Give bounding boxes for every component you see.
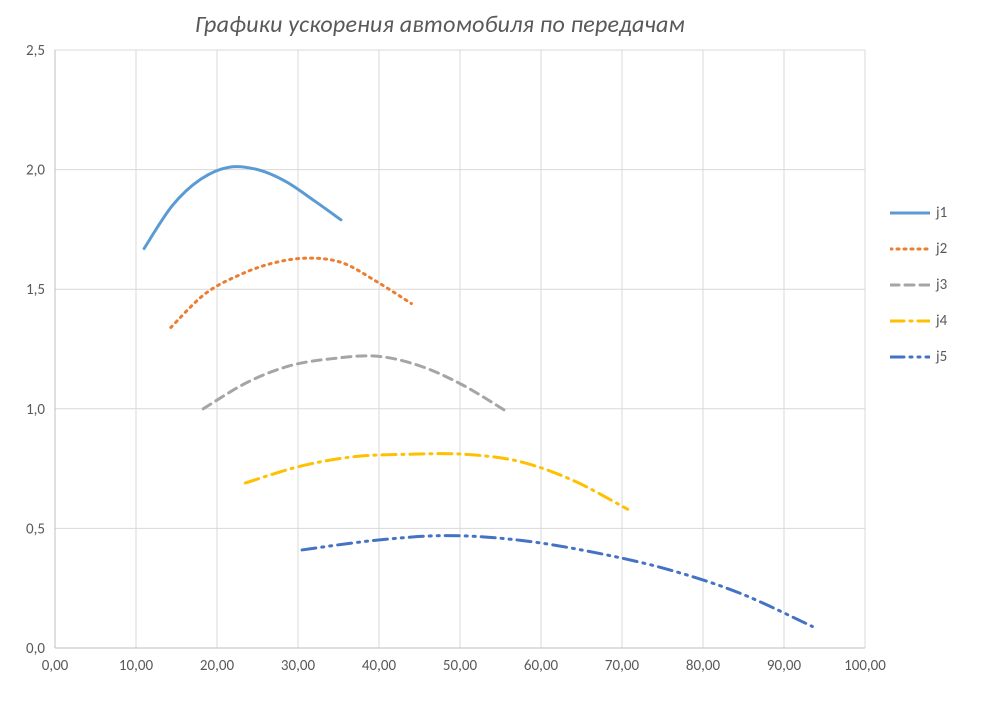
legend-swatch-j4 bbox=[890, 311, 930, 331]
legend-label: j5 bbox=[936, 348, 947, 366]
x-tick-label: 10,00 bbox=[119, 657, 154, 675]
legend-swatch-j3 bbox=[890, 275, 930, 295]
legend-swatch-j2 bbox=[890, 239, 930, 259]
y-tick-label: 1,0 bbox=[26, 401, 45, 419]
x-tick-label: 30,00 bbox=[281, 657, 316, 675]
y-tick-label: 0,0 bbox=[26, 640, 45, 658]
x-tick-label: 0,00 bbox=[42, 657, 69, 675]
x-tick-label: 80,00 bbox=[686, 657, 721, 675]
legend-item-j2: j2 bbox=[890, 231, 947, 267]
legend-item-j5: j5 bbox=[890, 339, 947, 375]
x-tick-label: 20,00 bbox=[200, 657, 235, 675]
legend-swatch-j5 bbox=[890, 347, 930, 367]
x-tick-label: 90,00 bbox=[767, 657, 802, 675]
y-tick-label: 0,5 bbox=[26, 520, 45, 538]
legend-item-j1: j1 bbox=[890, 195, 947, 231]
legend-item-j4: j4 bbox=[890, 303, 947, 339]
plot-svg: 0,0 0,5 1,0 1,5 2,0 2,5 0,00 10,00 20,00 30,00 40,… bbox=[0, 0, 1000, 707]
legend-item-j3: j3 bbox=[890, 267, 947, 303]
chart-legend: j1 j2 j3 j4 j5 bbox=[890, 195, 947, 375]
x-tick-label: 50,00 bbox=[443, 657, 478, 675]
x-tick-label: 70,00 bbox=[605, 657, 640, 675]
chart-container: Графики ускорения автомобиля по передача… bbox=[0, 0, 1000, 707]
y-tick-label: 1,5 bbox=[26, 281, 45, 299]
y-tick-label: 2,0 bbox=[26, 162, 45, 180]
legend-label: j4 bbox=[936, 312, 947, 330]
legend-label: j1 bbox=[936, 204, 947, 222]
x-tick-label: 100,00 bbox=[844, 657, 886, 675]
legend-swatch-j1 bbox=[890, 203, 930, 223]
legend-label: j2 bbox=[936, 240, 947, 258]
x-tick-label: 60,00 bbox=[524, 657, 559, 675]
x-tick-label: 40,00 bbox=[362, 657, 397, 675]
y-tick-label: 2,5 bbox=[26, 42, 45, 60]
legend-label: j3 bbox=[936, 276, 947, 294]
